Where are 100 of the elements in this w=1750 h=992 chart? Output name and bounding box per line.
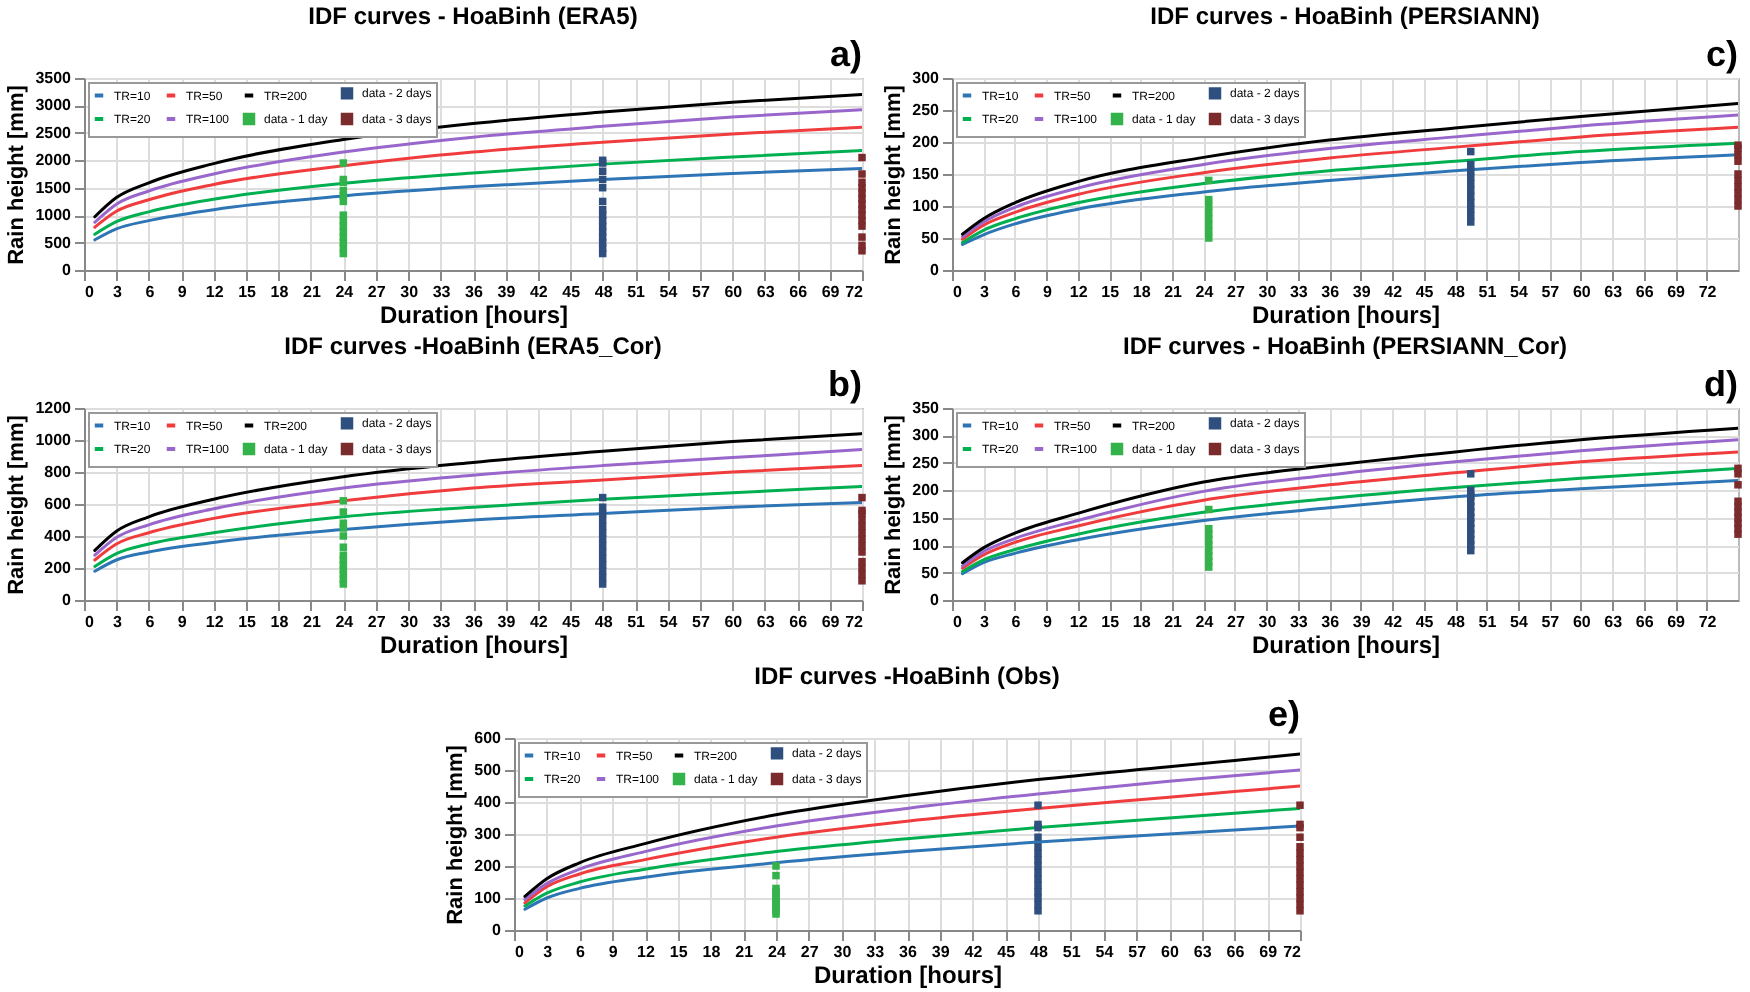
x-tick-label: 63 [1604, 283, 1624, 301]
x-tick-label: 12 [205, 283, 225, 301]
y-tick-label: 1200 [35, 399, 73, 417]
text: e) [1267, 694, 1300, 734]
x-tick-label: 27 [800, 943, 820, 961]
x-tick-label: 27 [367, 613, 387, 631]
x-tick-label: 24 [1195, 613, 1215, 631]
x-tick-label: 21 [735, 943, 755, 961]
y-axis-title: Rain height [mm] [444, 744, 469, 925]
x-tick-label: 51 [1062, 943, 1082, 961]
x-tick-label: 69 [1667, 283, 1687, 301]
x-tick-label: 63 [756, 613, 776, 631]
y-tick-label: 200 [912, 481, 941, 500]
y-tick-label: 0 [492, 921, 503, 939]
x-tick-label: 18 [1132, 613, 1152, 631]
y-tick-label: 0 [62, 591, 73, 609]
y-tick-label: 500 [44, 233, 73, 252]
chart-title: IDF curves - HoaBinh (PERSIANN) [1150, 2, 1540, 30]
x-tick-label: 3 [112, 613, 123, 631]
y-tick-label: 3500 [35, 69, 73, 87]
x-tick-label: 12 [1069, 283, 1089, 301]
x-tick-label: 48 [1447, 283, 1467, 301]
y-axis-title: Rain height [mm] [5, 414, 30, 595]
x-tick-label: 27 [1227, 283, 1246, 301]
x-tick-label: 48 [594, 283, 614, 301]
x-tick-label: 39 [1352, 613, 1372, 631]
x-tick-label: 54 [659, 613, 679, 631]
x-tick-label: 30 [1258, 283, 1278, 301]
x-tick-label: 33 [432, 613, 452, 631]
x-tick-label: 3 [979, 613, 990, 631]
x-tick-label: 66 [789, 283, 809, 301]
x-tick-label: 24 [335, 613, 355, 631]
x-tick-label: 72 [1698, 283, 1718, 301]
x-tick-label: 33 [866, 943, 886, 961]
x-tick-label: 69 [1667, 613, 1687, 631]
x-tick-label: 57 [1541, 613, 1561, 631]
x-tick-label: 72 [1698, 613, 1718, 631]
y-tick-label: 0 [62, 261, 73, 279]
x-tick-label: 18 [1132, 283, 1152, 301]
x-tick-label: 66 [1635, 613, 1655, 631]
x-tick-label: 60 [724, 613, 744, 631]
y-tick-label: 50 [921, 563, 941, 582]
y-tick-label: 100 [474, 889, 503, 907]
x-tick-label: 21 [1164, 613, 1184, 631]
x-tick-label: 57 [692, 283, 711, 301]
x-tick-label: 60 [1572, 613, 1592, 631]
x-tick-label: 60 [724, 283, 744, 301]
y-tick-label: 2500 [35, 123, 73, 142]
text: a) [829, 34, 862, 74]
x-tick-label: 3 [112, 283, 123, 301]
x-tick-label: 36 [465, 613, 484, 631]
x-tick-label: 21 [303, 283, 322, 301]
y-tick-label: 600 [474, 729, 503, 747]
x-tick-label: 15 [238, 283, 258, 301]
x-tick-label: 39 [497, 283, 517, 301]
x-tick-label: 27 [367, 283, 387, 301]
x-tick-label: 9 [1042, 613, 1053, 631]
x-tick-label: 39 [497, 613, 517, 631]
y-tick-label: 150 [912, 508, 941, 527]
y-tick-label: 300 [474, 825, 503, 843]
x-tick-label: 0 [85, 613, 95, 631]
x-tick-label: 42 [529, 283, 549, 301]
y-tick-label: 0 [930, 591, 941, 609]
x-tick-label: 3 [979, 283, 990, 301]
x-tick-label: 69 [1259, 943, 1279, 961]
x-tick-label: 9 [1042, 283, 1053, 301]
y-tick-label: 100 [912, 536, 941, 555]
x-tick-label: 66 [789, 613, 809, 631]
x-tick-label: 63 [1193, 943, 1213, 961]
x-tick-label: 48 [1030, 943, 1049, 961]
x-tick-label: 30 [833, 943, 853, 961]
x-tick-label: 45 [1415, 283, 1435, 301]
x-tick-label: 69 [821, 613, 841, 631]
chart-title: IDF curves - HoaBinh (ERA5) [308, 2, 638, 30]
y-tick-label: 600 [44, 495, 73, 513]
x-axis-title: Duration [hours] [1252, 301, 1440, 329]
x-axis-title: Duration [hours] [380, 301, 568, 329]
y-axis-title: Rain height [mm] [882, 84, 907, 265]
x-tick-label: 0 [515, 943, 525, 961]
text: c) [1705, 34, 1738, 74]
x-tick-label: 6 [576, 943, 587, 961]
y-tick-label: 100 [912, 197, 941, 215]
x-tick-label: 72 [1283, 943, 1303, 961]
y-tick-label: 1000 [35, 206, 73, 225]
x-tick-label: 57 [692, 613, 711, 631]
y-tick-label: 500 [474, 761, 503, 779]
x-tick-label: 6 [145, 283, 156, 301]
x-tick-label: 24 [335, 283, 355, 301]
x-tick-label: 63 [756, 283, 776, 301]
x-tick-label: 0 [953, 283, 963, 301]
x-tick-label: 12 [1069, 613, 1089, 631]
x-tick-label: 9 [177, 613, 188, 631]
x-tick-label: 39 [1352, 283, 1372, 301]
x-tick-label: 45 [1415, 613, 1435, 631]
y-tick-label: 400 [474, 793, 503, 811]
x-tick-label: 9 [608, 943, 619, 961]
x-tick-label: 27 [1227, 613, 1246, 631]
x-tick-label: 42 [1384, 613, 1404, 631]
x-tick-label: 6 [145, 613, 156, 631]
y-tick-label: 1000 [35, 431, 73, 449]
